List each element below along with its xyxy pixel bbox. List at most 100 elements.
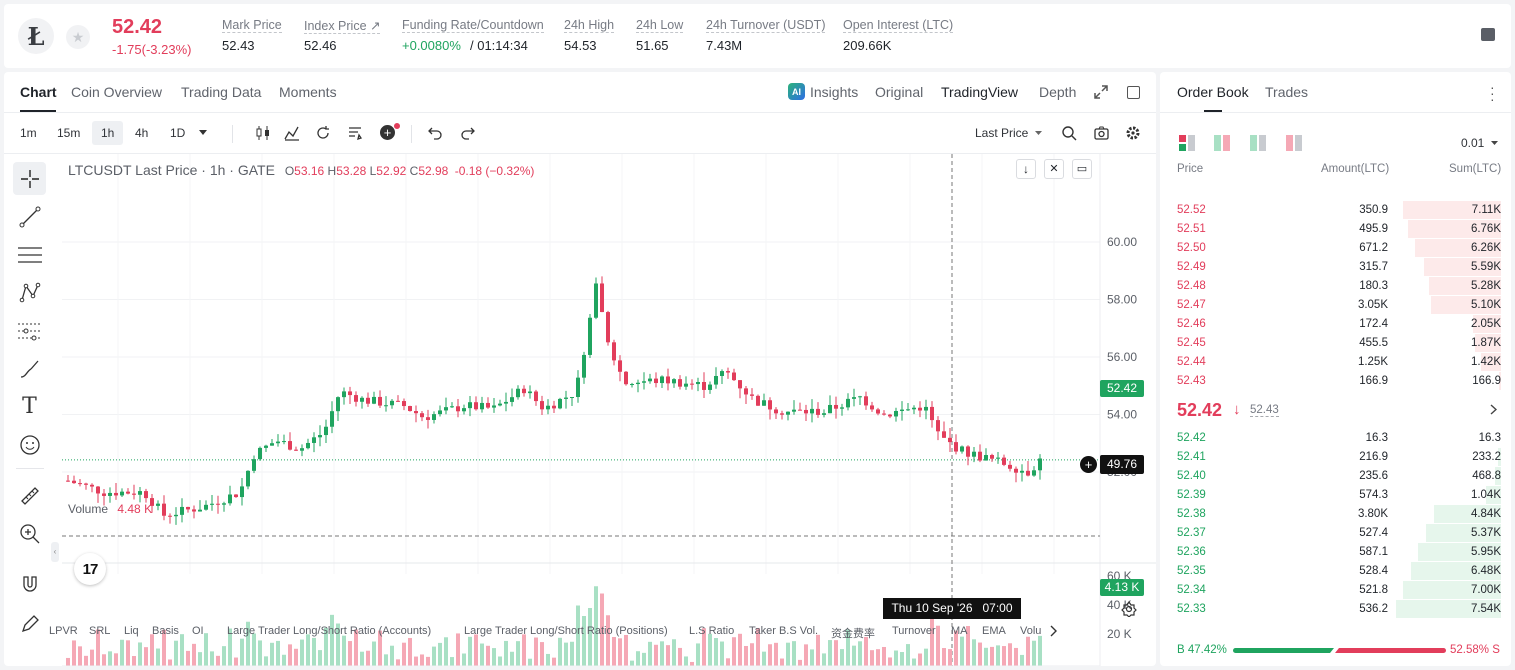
- emoji-tool-icon[interactable]: [13, 428, 46, 461]
- bid-row[interactable]: 52.33 536.2 7.54K: [1160, 600, 1511, 619]
- search-icon[interactable]: [1062, 126, 1077, 141]
- crosshair-tool-icon[interactable]: [13, 162, 46, 195]
- add-indicator-icon[interactable]: +: [380, 125, 395, 140]
- indicator-tab-7[interactable]: L.S Ratio: [689, 625, 735, 637]
- indicator-tab-5[interactable]: Large Trader Long/Short Ratio (Accounts): [227, 625, 432, 637]
- undo-icon[interactable]: [428, 126, 443, 140]
- bid-row[interactable]: 52.40 235.6 468.8: [1160, 467, 1511, 486]
- ask-row[interactable]: 52.44 1.25K 1.42K: [1160, 353, 1511, 372]
- ask-row[interactable]: 52.43 166.9 166.9: [1160, 372, 1511, 391]
- candle-type-icon[interactable]: [255, 125, 271, 141]
- trendline-tool-icon[interactable]: [13, 200, 46, 233]
- mid-chevron-right-icon[interactable]: [1490, 404, 1497, 415]
- chart-tab-2[interactable]: Trading Data: [181, 84, 262, 100]
- bid-row[interactable]: 52.39 574.3 1.04K: [1160, 486, 1511, 505]
- ask-row[interactable]: 52.48 180.3 5.28K: [1160, 277, 1511, 296]
- chart-collapse-button[interactable]: ✕: [1044, 159, 1064, 179]
- templates-icon[interactable]: [347, 125, 363, 141]
- ask-row[interactable]: 52.47 3.05K 5.10K: [1160, 296, 1511, 315]
- bid-row[interactable]: 52.38 3.80K 4.84K: [1160, 505, 1511, 524]
- ob-more-icon[interactable]: · · ·: [1490, 79, 1495, 107]
- ask-row[interactable]: 52.46 172.4 2.05K: [1160, 315, 1511, 334]
- precision-select[interactable]: 0.01: [1461, 136, 1485, 150]
- interval-15m[interactable]: 15m: [57, 126, 81, 140]
- window-icon[interactable]: [1127, 86, 1140, 99]
- indicator-tab-0[interactable]: LPVR: [49, 625, 78, 637]
- bid-row[interactable]: 52.37 527.4 5.37K: [1160, 524, 1511, 543]
- buy-ratio-label: B 47.42%: [1177, 644, 1227, 656]
- bid-row[interactable]: 52.35 528.4 6.48K: [1160, 562, 1511, 581]
- volume-bar: [336, 623, 340, 666]
- indicators-icon[interactable]: [284, 125, 300, 141]
- fib-tool-icon[interactable]: [13, 238, 46, 271]
- chart-tab-0[interactable]: Chart: [20, 84, 57, 100]
- tab-trades[interactable]: Trades: [1265, 84, 1309, 100]
- price-source-select[interactable]: Last Price: [975, 126, 1029, 140]
- interval-1h[interactable]: 1h: [92, 121, 124, 145]
- refresh-icon[interactable]: [315, 125, 331, 141]
- text-tool-icon[interactable]: T: [22, 394, 37, 419]
- view-tab-original[interactable]: Original: [875, 84, 924, 100]
- indicator-tab-2[interactable]: Liq: [124, 625, 139, 637]
- ask-row[interactable]: 52.52 350.9 7.11K: [1160, 201, 1511, 220]
- indicator-tab-9[interactable]: 资金费率: [831, 628, 875, 640]
- volume-bar: [432, 646, 436, 666]
- crosshair-plus-icon[interactable]: +: [1080, 456, 1097, 473]
- view-split-icon[interactable]: [1214, 135, 1230, 151]
- indicator-tab-1[interactable]: SRL: [89, 625, 111, 637]
- bid-row[interactable]: 52.34 521.8 7.00K: [1160, 581, 1511, 600]
- precision-chevron-icon[interactable]: [1491, 141, 1498, 145]
- magnet-tool-icon[interactable]: [13, 567, 46, 600]
- view-tab-insights[interactable]: Insights: [810, 84, 859, 100]
- pattern-tool-icon[interactable]: [13, 276, 46, 309]
- indicator-tab-3[interactable]: Basis: [152, 625, 179, 637]
- chart-scroll-down-button[interactable]: ↓: [1016, 159, 1036, 179]
- zoom-tool-icon[interactable]: [13, 517, 46, 550]
- indicator-tab-13[interactable]: Volu: [1020, 625, 1042, 637]
- chart-fit-button[interactable]: ▭: [1072, 159, 1092, 179]
- view-both-icon[interactable]: [1179, 135, 1195, 151]
- ask-row[interactable]: 52.50 671.2 6.26K: [1160, 239, 1511, 258]
- depth-bar: [1403, 201, 1501, 219]
- candle-body: [960, 446, 964, 452]
- interval-chevron-icon[interactable]: [199, 130, 207, 135]
- camera-icon[interactable]: [1094, 126, 1109, 140]
- bid-row[interactable]: 52.42 16.3 16.3: [1160, 429, 1511, 448]
- view-asks-icon[interactable]: [1286, 135, 1302, 151]
- bid-row[interactable]: 52.36 587.1 5.95K: [1160, 543, 1511, 562]
- interval-4h[interactable]: 4h: [135, 126, 149, 140]
- ask-row[interactable]: 52.51 495.9 6.76K: [1160, 220, 1511, 239]
- expand-icon[interactable]: [1094, 85, 1108, 99]
- interval-1m[interactable]: 1m: [20, 126, 37, 140]
- view-tab-tradingview[interactable]: TradingView: [941, 84, 1019, 100]
- settings-gear-icon[interactable]: [1126, 126, 1140, 140]
- price-source-chevron-icon[interactable]: [1035, 131, 1042, 135]
- redo-icon[interactable]: [460, 126, 475, 140]
- interval-1D[interactable]: 1D: [170, 126, 186, 140]
- chart-tab-3[interactable]: Moments: [279, 84, 337, 100]
- indicator-bar-more-icon[interactable]: [1050, 625, 1058, 637]
- brush-tool-icon[interactable]: [13, 352, 46, 385]
- volume-bar: [516, 641, 520, 666]
- ask-row[interactable]: 52.49 315.7 5.59K: [1160, 258, 1511, 277]
- indicator-tab-11[interactable]: MA: [951, 625, 968, 637]
- indicator-tab-10[interactable]: Turnover: [892, 625, 936, 637]
- indicator-tab-8[interactable]: Taker B.S Vol.: [749, 625, 819, 637]
- view-tab-depth[interactable]: Depth: [1039, 84, 1077, 100]
- ruler-tool-icon[interactable]: [13, 479, 46, 512]
- bid-row[interactable]: 52.41 216.9 233.2: [1160, 448, 1511, 467]
- view-bids-icon[interactable]: [1250, 135, 1266, 151]
- pencil-lock-tool-icon[interactable]: [13, 607, 46, 640]
- timezone-settings-icon[interactable]: [1121, 601, 1137, 617]
- chart-tab-1[interactable]: Coin Overview: [71, 84, 163, 100]
- tab-order-book[interactable]: Order Book: [1177, 84, 1249, 100]
- collapse-tools-handle[interactable]: ‹: [51, 542, 59, 562]
- projection-tool-icon[interactable]: [13, 314, 46, 347]
- ask-row[interactable]: 52.45 455.5 1.87K: [1160, 334, 1511, 353]
- book-icon[interactable]: [1481, 28, 1495, 41]
- favorite-star-icon[interactable]: ★: [66, 25, 90, 49]
- indicator-tab-4[interactable]: OI: [192, 625, 204, 637]
- indicator-tab-12[interactable]: EMA: [982, 625, 1006, 637]
- indicator-tab-6[interactable]: Large Trader Long/Short Ratio (Positions…: [464, 625, 668, 637]
